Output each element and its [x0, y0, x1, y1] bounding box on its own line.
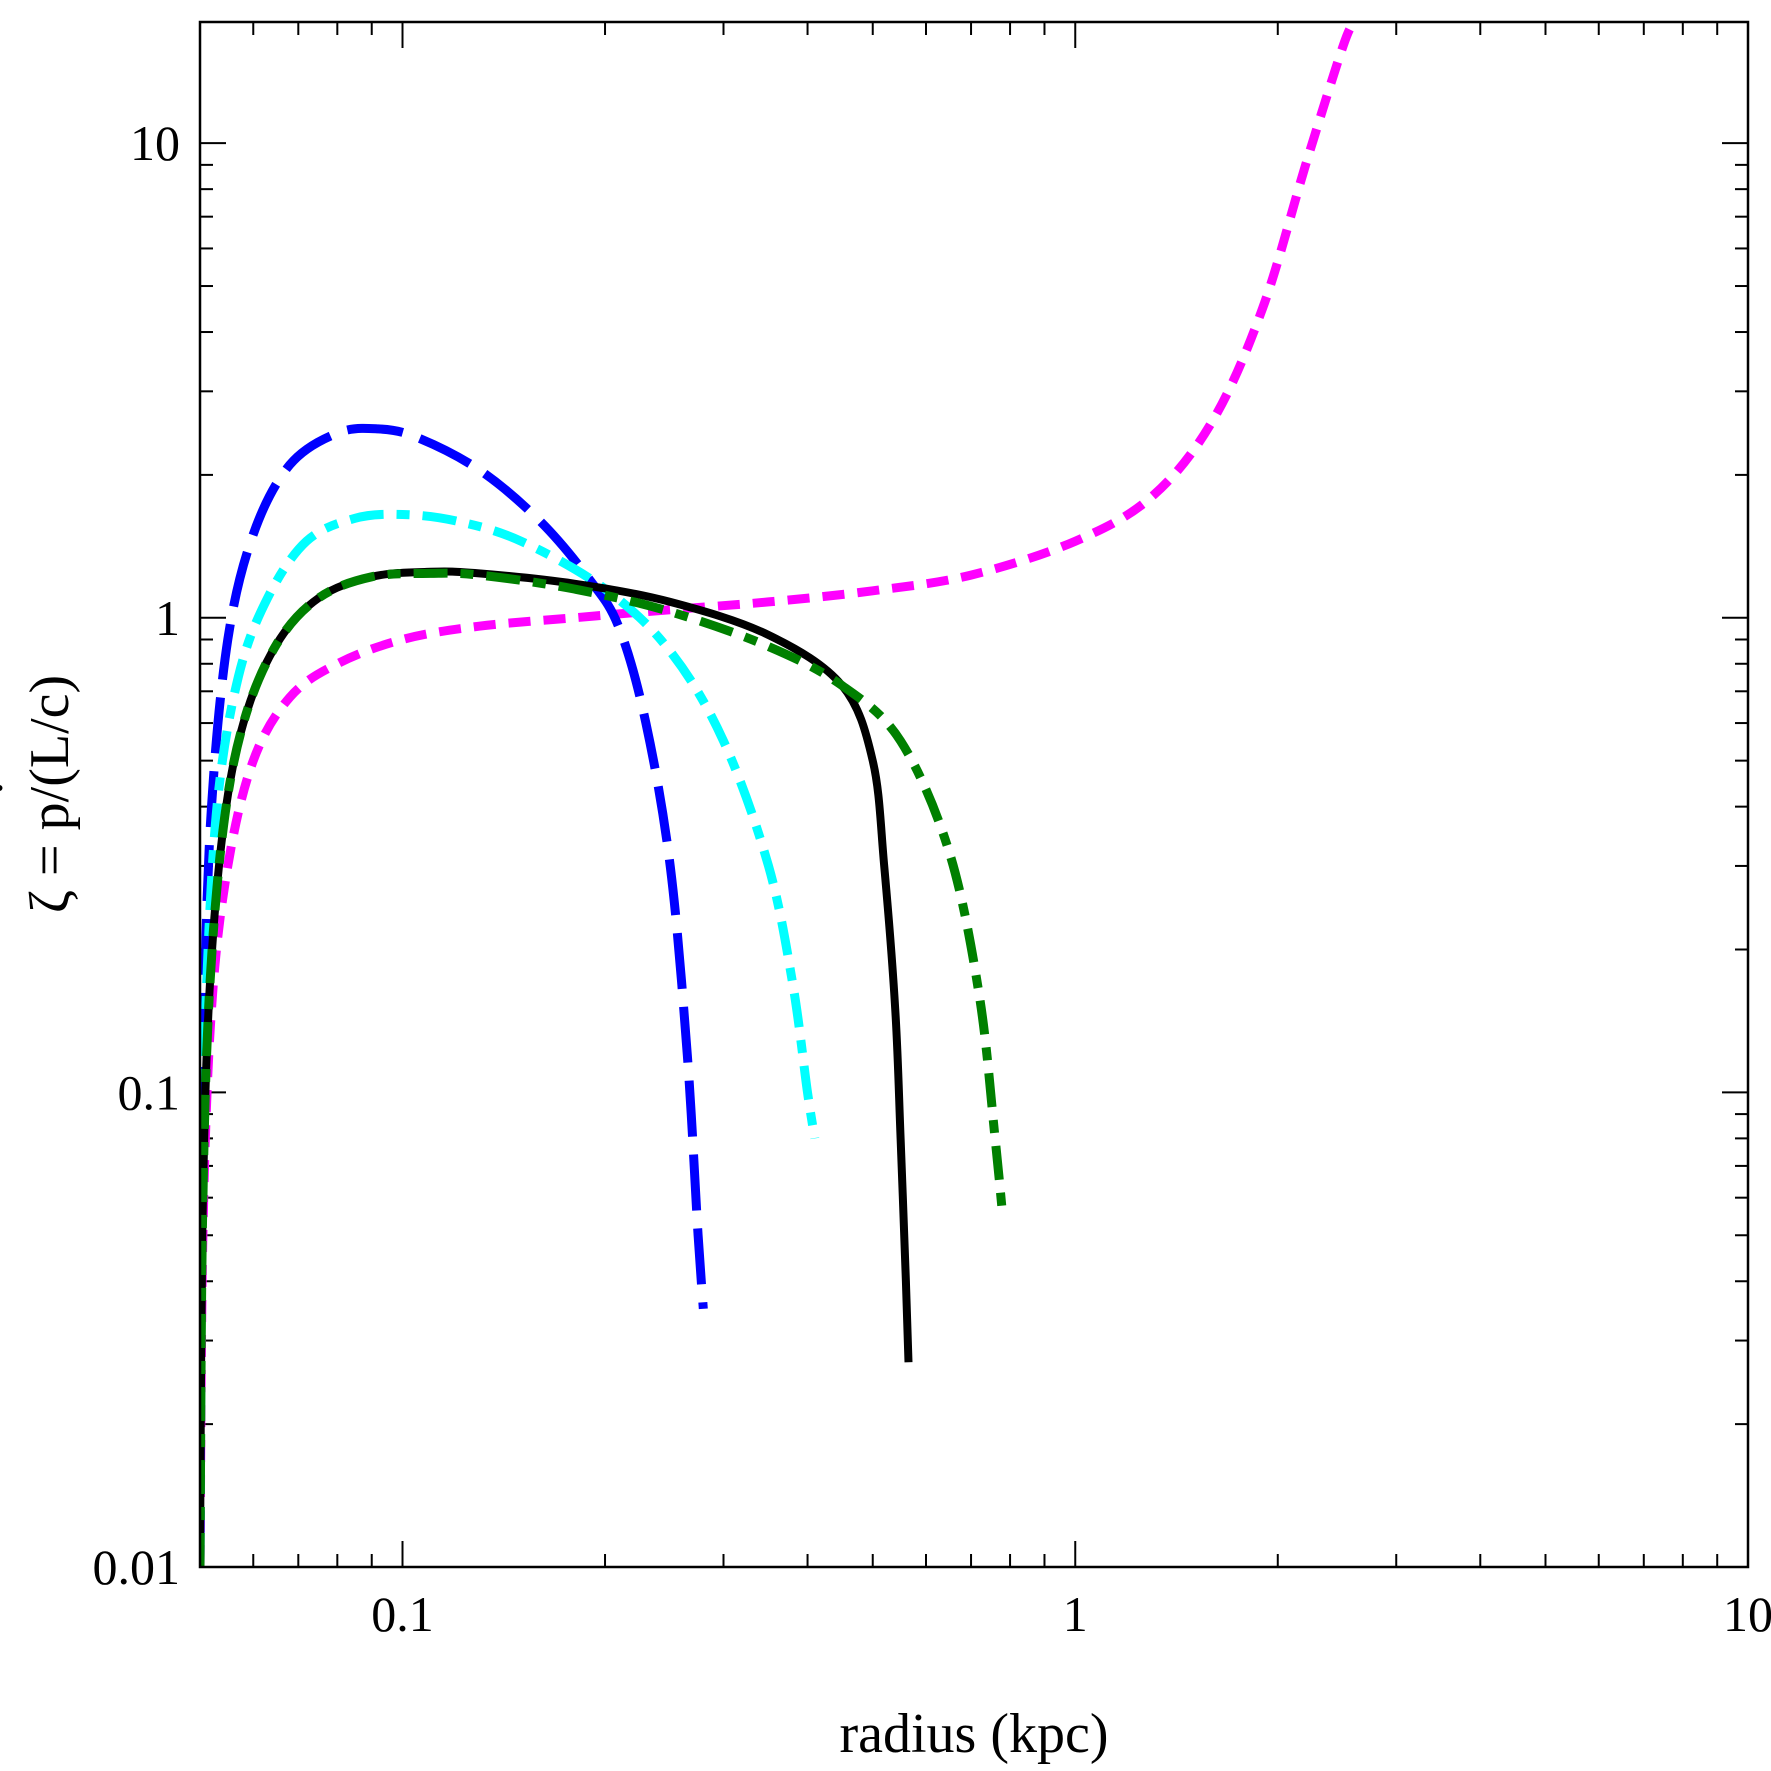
plot-frame [198, 20, 1750, 1569]
y-axis-title-main: ζ = p [19, 802, 81, 913]
x-tick-label: 0.1 [371, 1586, 434, 1642]
series-line-magenta-short-dash [200, 22, 1359, 1567]
y-tick-label: 0.01 [93, 1539, 181, 1595]
series-layer [200, 22, 1359, 1567]
axis-ticks [199, 22, 1749, 1568]
series-line-blue-long-dash [200, 423, 708, 1567]
series-line-green-dash-dot [200, 568, 1008, 1567]
y-axis-title: ζ = p/(L/c) ˙ [0, 675, 81, 913]
y-axis-title-dot: ˙ [0, 779, 47, 798]
series-line-cyan-dash-dot [200, 509, 820, 1567]
x-tick-label: 1 [1063, 1586, 1088, 1642]
svg-text:ζ = p/(L/c): ζ = p/(L/c) [19, 675, 81, 913]
tick-labels: 0.1 1 10 0.01 0.1 1 10 [93, 115, 1771, 1642]
x-axis-title: radius (kpc) [839, 1703, 1108, 1765]
y-axis-title-rest: /(L/c) [19, 675, 81, 802]
y-tick-label: 1 [155, 590, 180, 646]
y-tick-label: 0.1 [118, 1064, 181, 1120]
y-tick-label: 10 [130, 115, 180, 171]
x-tick-label: 10 [1723, 1586, 1771, 1642]
